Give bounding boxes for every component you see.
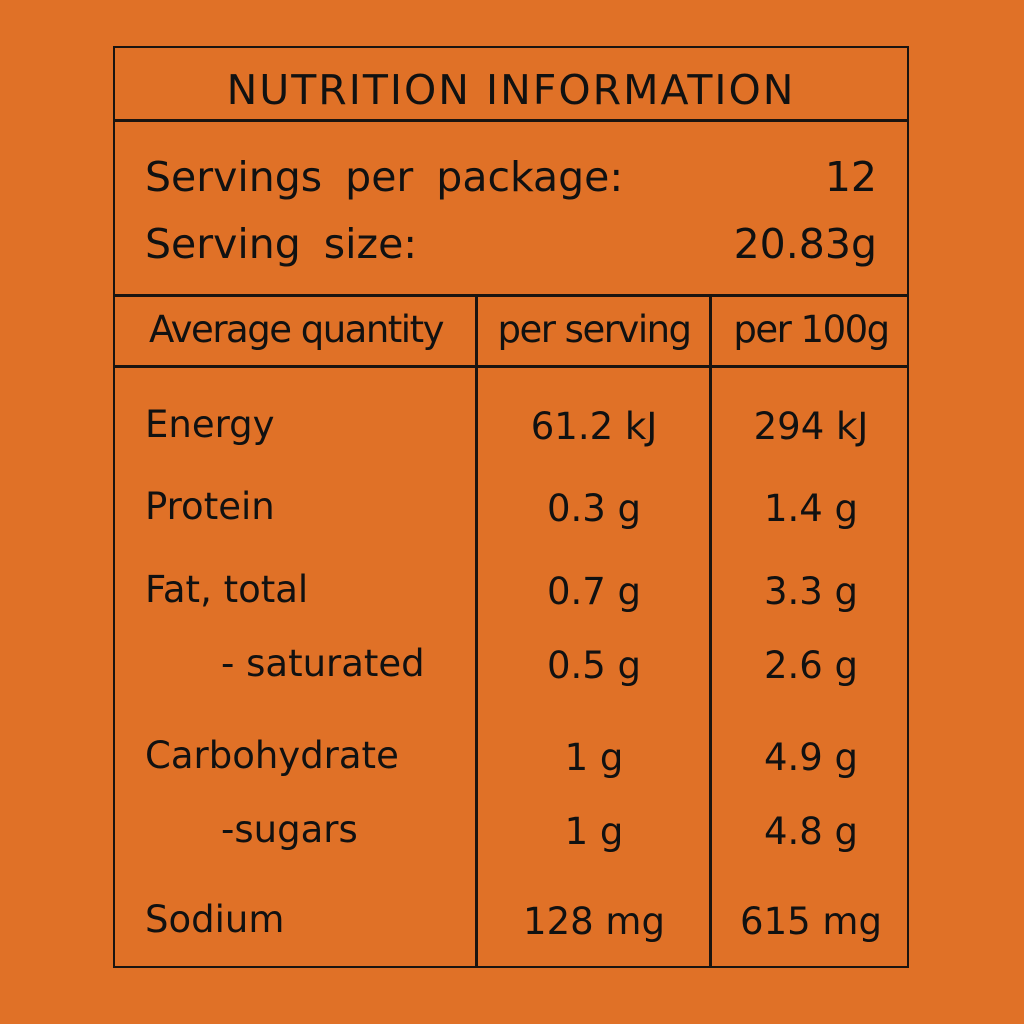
serving-size-row: Serving size: 20.83g <box>145 220 877 268</box>
per-100g-value: 294 kJ <box>753 405 869 448</box>
divider-title <box>115 119 907 122</box>
per-serving-value: 61.2 kJ <box>530 405 658 448</box>
serving-size-value: 20.83g <box>733 220 877 268</box>
column-header-per-serving: per serving <box>497 308 692 351</box>
column-header-average-quantity: Average quantity <box>149 308 444 351</box>
panel-title: NUTRITION INFORMATION <box>226 66 796 114</box>
per-serving-value: 0.3 g <box>546 487 642 530</box>
nutrient-label: -sugars <box>221 808 358 851</box>
column-header-per-100g: per 100g <box>733 308 890 351</box>
per-100g-value: 1.4 g <box>763 487 859 530</box>
per-100g-value: 3.3 g <box>763 570 859 613</box>
per-serving-value: 0.5 g <box>546 644 642 687</box>
per-100g-value: 615 mg <box>740 900 882 943</box>
divider-servings <box>115 294 907 297</box>
serving-size-label: Serving size: <box>145 220 418 268</box>
per-serving-value: 128 mg <box>523 900 665 943</box>
per-serving-value: 1 g <box>564 810 624 853</box>
per-serving-value: 1 g <box>564 736 624 779</box>
servings-per-package-row: Servings per package: 12 <box>145 153 877 201</box>
per-100g-value: 4.9 g <box>763 736 859 779</box>
nutrient-label: Fat, total <box>145 568 309 611</box>
servings-per-package-value: 12 <box>824 153 877 201</box>
per-serving-value: 0.7 g <box>546 570 642 613</box>
per-100g-value: 4.8 g <box>763 810 859 853</box>
column-divider-2 <box>709 294 712 966</box>
nutrition-panel: NUTRITION INFORMATION Servings per packa… <box>113 46 909 968</box>
nutrient-label: Carbohydrate <box>145 734 399 777</box>
per-100g-value: 2.6 g <box>763 644 859 687</box>
nutrient-label: Sodium <box>145 898 285 941</box>
column-divider-1 <box>475 294 478 966</box>
servings-per-package-label: Servings per package: <box>145 153 624 201</box>
nutrient-label: Protein <box>145 485 275 528</box>
nutrient-label: - saturated <box>221 642 425 685</box>
nutrient-label: Energy <box>145 403 275 446</box>
divider-header <box>115 365 907 368</box>
